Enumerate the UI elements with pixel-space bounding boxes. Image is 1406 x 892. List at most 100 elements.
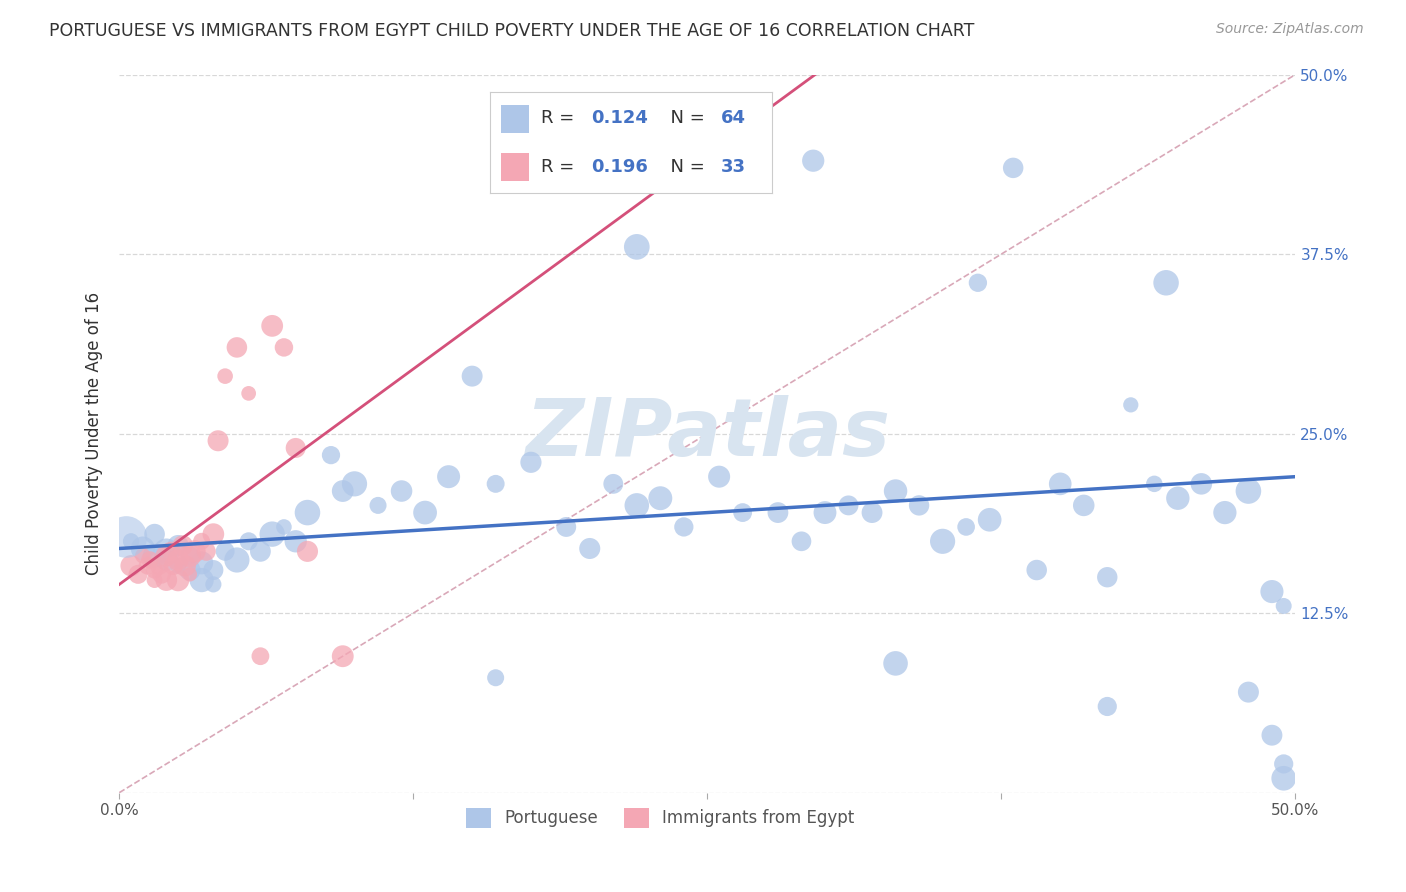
Point	[1237, 483, 1260, 498]
Point	[413, 506, 436, 520]
Point	[1143, 476, 1166, 491]
Point	[814, 506, 837, 520]
Point	[485, 476, 508, 491]
Point	[297, 506, 319, 520]
Point	[202, 563, 225, 577]
Point	[1154, 276, 1177, 290]
Point	[884, 483, 907, 498]
Point	[1272, 599, 1295, 613]
Point	[202, 577, 225, 591]
Point	[967, 276, 990, 290]
Point	[273, 340, 295, 354]
Point	[127, 567, 149, 582]
Point	[143, 549, 166, 563]
Point	[1272, 772, 1295, 786]
Point	[190, 573, 212, 587]
Point	[602, 476, 624, 491]
Point	[172, 539, 194, 553]
Point	[155, 553, 177, 567]
Point	[672, 520, 695, 534]
Text: ZIPatlas: ZIPatlas	[524, 394, 890, 473]
Point	[238, 386, 260, 401]
Point	[139, 553, 162, 567]
Point	[1189, 476, 1212, 491]
Point	[332, 649, 354, 664]
Point	[143, 527, 166, 541]
Point	[766, 506, 789, 520]
Point	[908, 499, 931, 513]
Point	[626, 499, 648, 513]
Point	[367, 499, 389, 513]
Point	[195, 544, 218, 558]
Point	[190, 556, 212, 570]
Point	[214, 369, 236, 384]
Point	[143, 563, 166, 577]
Point	[155, 544, 177, 558]
Y-axis label: Child Poverty Under the Age of 16: Child Poverty Under the Age of 16	[86, 292, 103, 575]
Point	[650, 491, 672, 506]
Point	[1002, 161, 1025, 175]
Point	[160, 544, 183, 558]
Point	[132, 541, 155, 556]
Point	[578, 541, 600, 556]
Point	[485, 671, 508, 685]
Point	[1261, 728, 1284, 742]
Point	[1119, 398, 1142, 412]
Point	[801, 153, 824, 168]
Point	[1049, 476, 1071, 491]
Point	[167, 573, 190, 587]
Text: PORTUGUESE VS IMMIGRANTS FROM EGYPT CHILD POVERTY UNDER THE AGE OF 16 CORRELATIO: PORTUGUESE VS IMMIGRANTS FROM EGYPT CHIL…	[49, 22, 974, 40]
Point	[284, 534, 307, 549]
Point	[150, 567, 173, 582]
Point	[955, 520, 977, 534]
Point	[143, 573, 166, 587]
Point	[1073, 499, 1095, 513]
Point	[249, 544, 271, 558]
Point	[174, 558, 197, 573]
Point	[273, 520, 295, 534]
Point	[136, 558, 159, 573]
Point	[343, 476, 366, 491]
Point	[179, 549, 201, 563]
Point	[249, 649, 271, 664]
Point	[162, 558, 184, 573]
Point	[297, 544, 319, 558]
Point	[1213, 506, 1236, 520]
Point	[1167, 491, 1189, 506]
Legend: Portuguese, Immigrants from Egypt: Portuguese, Immigrants from Egypt	[460, 801, 860, 835]
Point	[155, 549, 177, 563]
Point	[179, 563, 201, 577]
Point	[931, 534, 953, 549]
Point	[1097, 699, 1119, 714]
Point	[262, 527, 284, 541]
Point	[555, 520, 578, 534]
Text: Source: ZipAtlas.com: Source: ZipAtlas.com	[1216, 22, 1364, 37]
Point	[1261, 584, 1284, 599]
Point	[626, 240, 648, 254]
Point	[120, 534, 142, 549]
Point	[1272, 756, 1295, 771]
Point	[120, 558, 142, 573]
Point	[1097, 570, 1119, 584]
Point	[319, 448, 342, 462]
Point	[225, 340, 247, 354]
Point	[391, 483, 413, 498]
Point	[1025, 563, 1047, 577]
Point	[190, 534, 212, 549]
Point	[520, 455, 543, 469]
Point	[214, 544, 236, 558]
Point	[979, 513, 1001, 527]
Point	[284, 441, 307, 455]
Point	[179, 567, 201, 582]
Point	[238, 534, 260, 549]
Point	[155, 573, 177, 587]
Point	[262, 318, 284, 333]
Point	[167, 558, 190, 573]
Point	[707, 469, 730, 483]
Point	[179, 549, 201, 563]
Point	[148, 558, 170, 573]
Point	[860, 506, 883, 520]
Point	[461, 369, 484, 384]
Point	[225, 553, 247, 567]
Point	[731, 506, 754, 520]
